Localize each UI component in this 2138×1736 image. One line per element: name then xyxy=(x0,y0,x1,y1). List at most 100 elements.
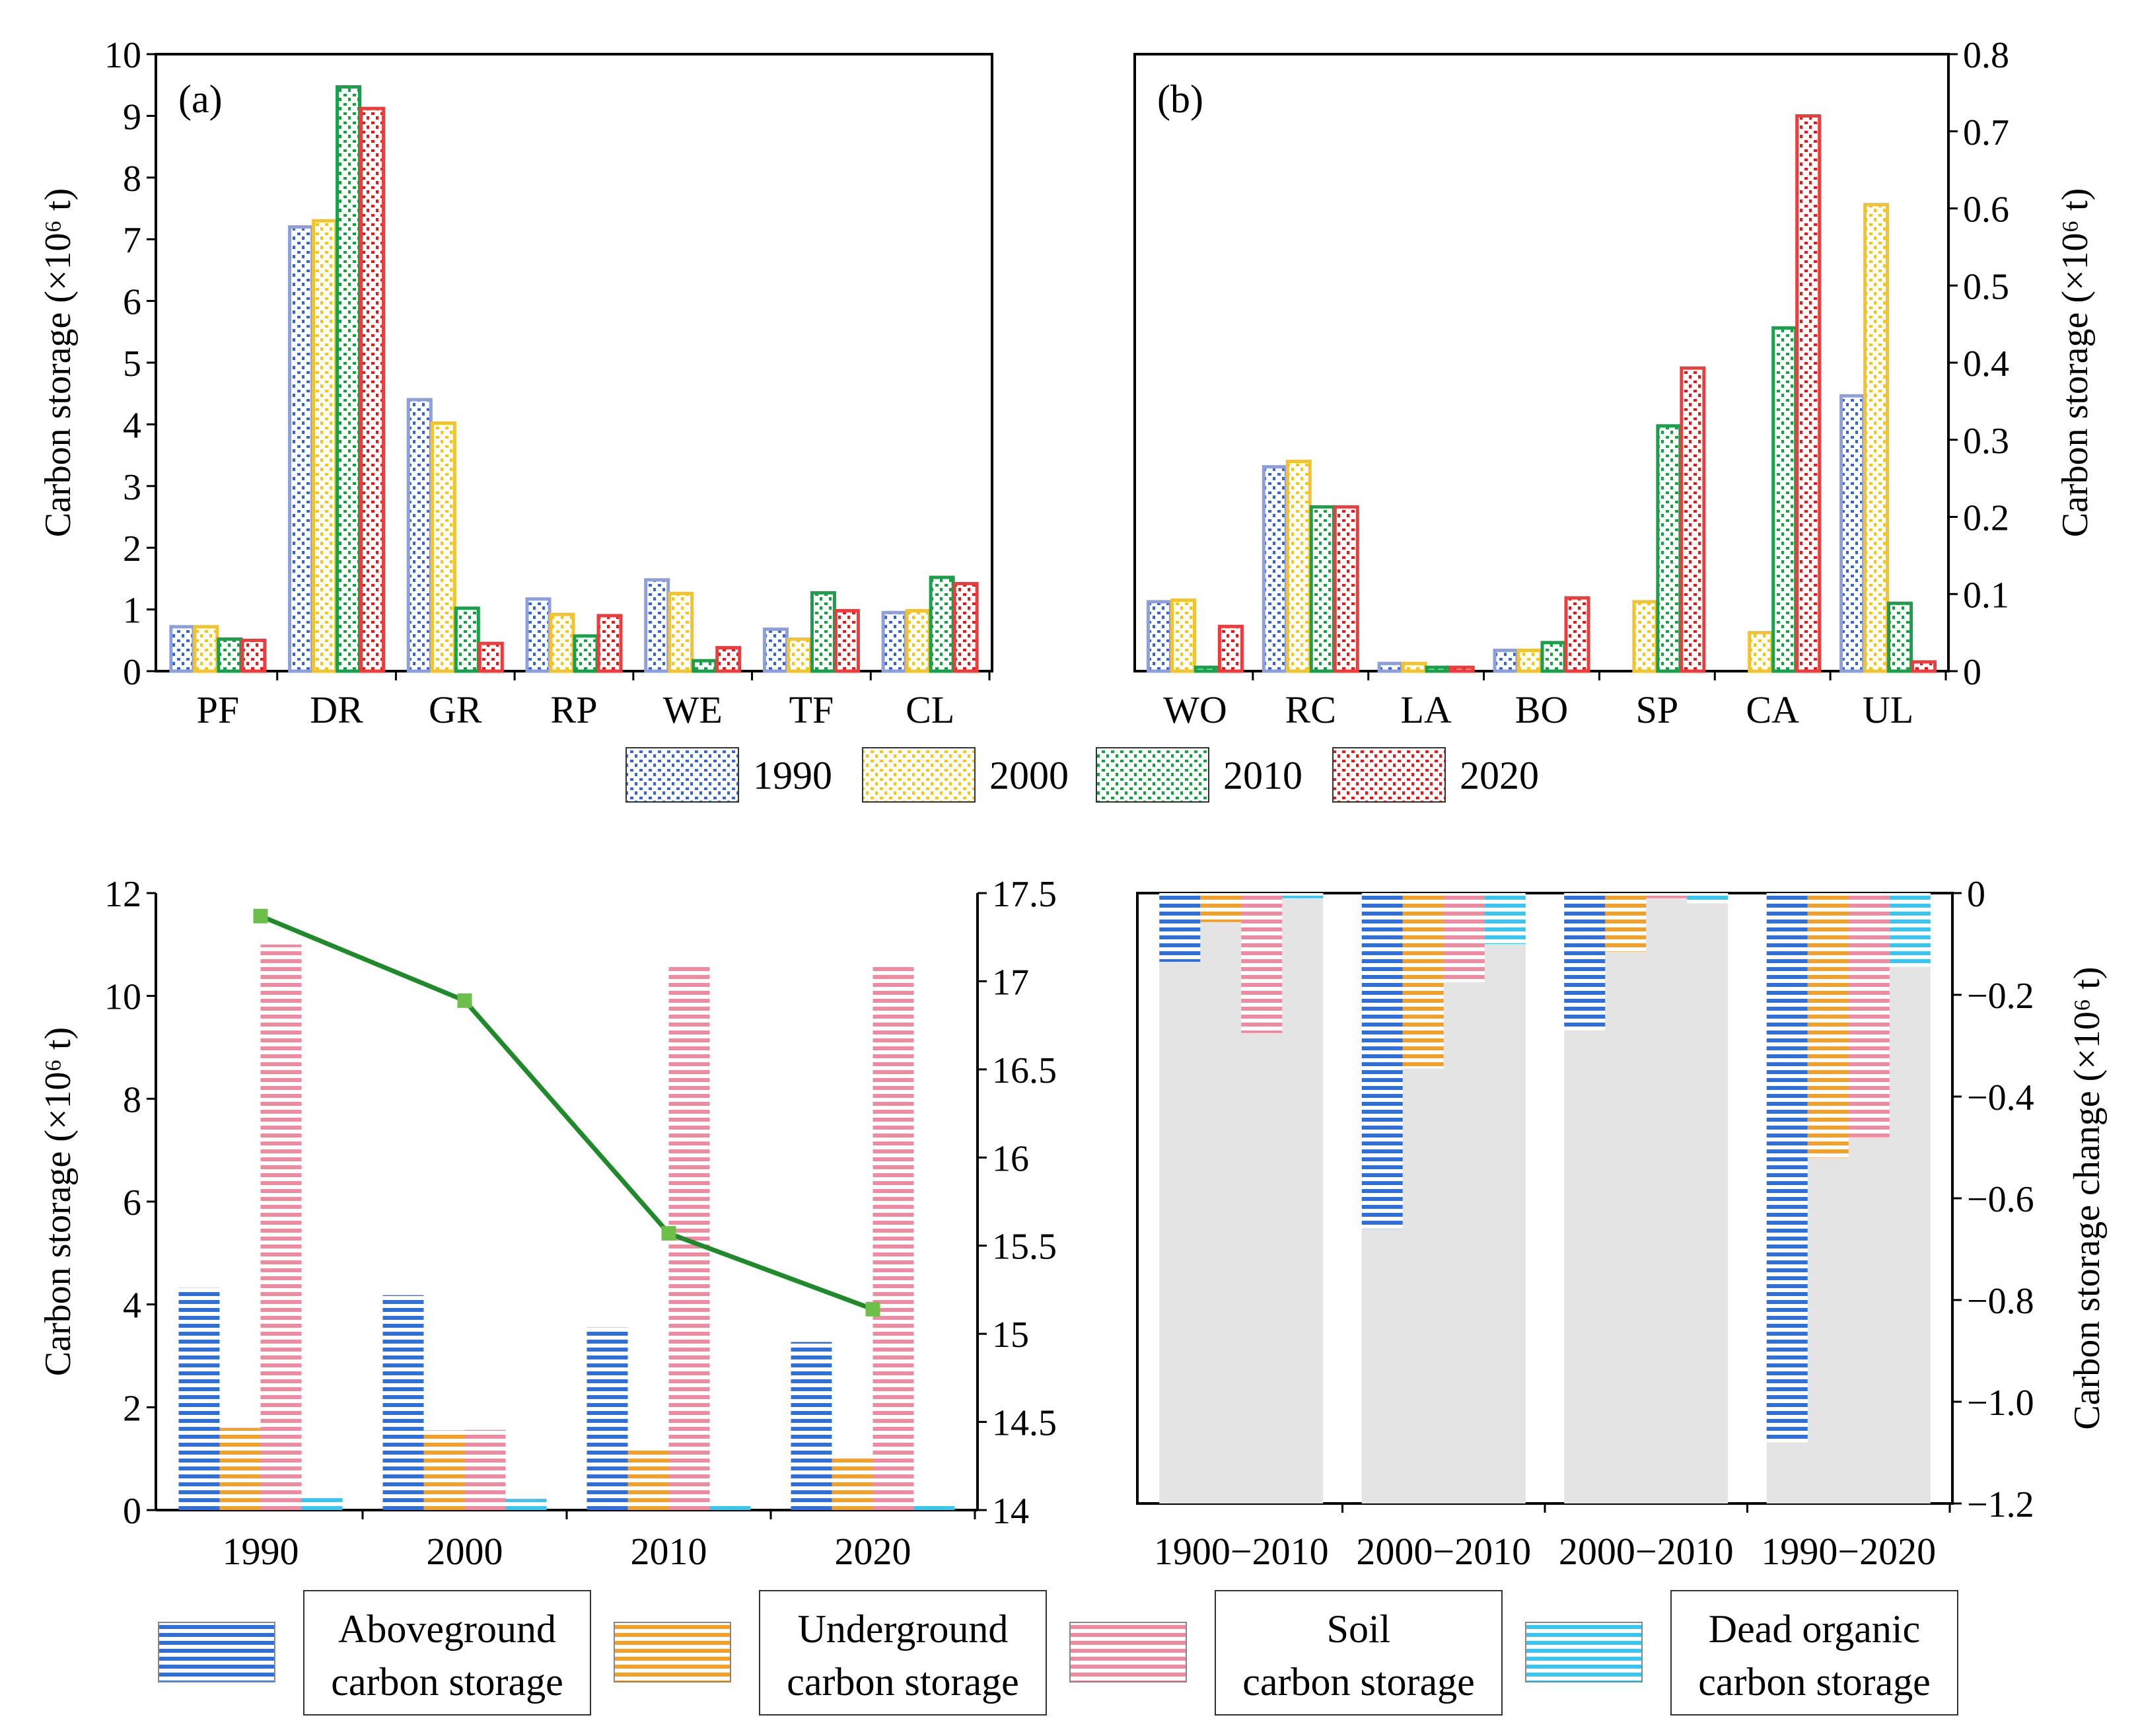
legend-box-dead-organic xyxy=(1670,1590,1958,1716)
panel-c-bar-2010-dead-organic-carbon-storage xyxy=(709,1505,751,1510)
panel-c-right-ytick-label: 15.5 xyxy=(992,1227,1057,1268)
panel-a-bar-tf-2010 xyxy=(810,591,836,673)
panel-b-bar-ul-2020 xyxy=(1911,660,1937,673)
panel-a-bar-gr-2010 xyxy=(454,606,480,673)
panel-b-bar-ul-2000 xyxy=(1863,203,1890,673)
panel-c-ytick-label: 12 xyxy=(104,874,141,915)
panel-c-ytick-label: 2 xyxy=(123,1388,141,1429)
panel-a-bar-cl-2020 xyxy=(952,581,979,673)
panel-d-ytick-label: −0.6 xyxy=(1967,1179,2034,1220)
panel-c-ytick-label: 10 xyxy=(104,977,141,1018)
panel-a-ytick-label: 6 xyxy=(123,282,141,323)
panel-a-category-gr: GR xyxy=(429,688,482,731)
year-legend: 1990 2000 2010 2020 xyxy=(625,747,1539,803)
panel-c-right-ytick-label: 17 xyxy=(992,962,1029,1003)
panel-b-ytick-label: 0.6 xyxy=(1963,190,2009,231)
panel-a-ytick-label: 8 xyxy=(123,159,141,199)
panel-a-ytick-label: 2 xyxy=(123,528,141,569)
legend-swatch-2010 xyxy=(1096,747,1209,803)
panel-b-bar-wo-2010 xyxy=(1194,665,1220,673)
panel-b-ytick-label: 0.3 xyxy=(1963,421,2009,462)
panel-c-right-ytick-label: 17.5 xyxy=(992,874,1057,915)
panel-b-bar-ca-2000 xyxy=(1748,631,1774,673)
panel-a-bar-dr-2020 xyxy=(359,106,386,673)
panel-a-bar-rp-2020 xyxy=(596,614,623,673)
panel-a-bar-we-2010 xyxy=(692,659,718,673)
panel-d-bar-3-dead-organic-carbon-storage xyxy=(1889,893,1931,967)
panel-a-bar-tf-1990 xyxy=(762,627,789,673)
panel-a-category-dr: DR xyxy=(310,688,363,731)
panel-b-bar-sp-2020 xyxy=(1680,366,1706,673)
panel-d-bar-3-aboveground-carbon-storage xyxy=(1766,893,1808,1443)
panel-d-bar-1-soil-carbon-storage xyxy=(1443,893,1485,982)
panel-a-bar-we-2020 xyxy=(715,646,742,673)
panel-b-bar-bo-2000 xyxy=(1516,648,1543,673)
panel-b-ytick-label: 0.1 xyxy=(1963,575,2009,616)
panel-a-bar-tf-2020 xyxy=(834,608,860,673)
panel-a-category-we: WE xyxy=(663,688,723,731)
panel-c-ytick-label: 8 xyxy=(123,1079,141,1120)
panel-d-category-label: 1900−2010 xyxy=(1154,1530,1329,1573)
panel-a-ytick-label: 10 xyxy=(104,35,141,76)
panel-d-ytick-label: 0 xyxy=(1967,874,1985,915)
panel-b-ytick-label: 0.2 xyxy=(1963,498,2009,539)
panel-b-label: (b) xyxy=(1157,77,1203,121)
panel-a-bar-we-1990 xyxy=(644,578,670,673)
panel-c-bar-2020-soil-carbon-storage xyxy=(873,966,914,1510)
panel-b-frame xyxy=(1133,53,1950,672)
panel-b-bar-ca-2020 xyxy=(1795,114,1822,673)
panel-a-category-pf: PF xyxy=(197,688,240,731)
panel-a-ytick-label: 5 xyxy=(123,344,141,384)
panel-b-ytick-label: 0 xyxy=(1963,652,1981,693)
legend-swatch-1990 xyxy=(625,747,739,803)
panel-b-ytick-label: 0.5 xyxy=(1963,266,2009,307)
legend-swatch-soil xyxy=(1069,1622,1187,1682)
legend-swatch-2000 xyxy=(862,747,976,803)
panel-a-bar-gr-2020 xyxy=(478,641,504,673)
panel-c-ylabel: Carbon storage (×10⁶ t) xyxy=(38,1027,79,1377)
panel-c-bar-2020-aboveground-carbon-storage xyxy=(791,1342,832,1510)
panel-c-right-ytick-label: 15 xyxy=(992,1315,1029,1356)
panel-d-category-label: 1990−2020 xyxy=(1761,1530,1936,1573)
panel-a-category-tf: TF xyxy=(789,688,834,731)
panel-a-bar-pf-1990 xyxy=(169,625,196,673)
legend-label-2020: 2020 xyxy=(1460,754,1539,797)
legend-box-aboveground xyxy=(303,1590,591,1716)
panel-a-bar-gr-2000 xyxy=(430,421,456,673)
panel-b-bar-rc-2020 xyxy=(1333,505,1359,673)
panel-b-bar-bo-2020 xyxy=(1564,596,1590,673)
panel-a-bar-cl-1990 xyxy=(881,610,908,673)
panel-b-ylabel: Carbon storage (×10⁶ t) xyxy=(2055,188,2096,538)
panel-b-bar-wo-2020 xyxy=(1217,624,1244,673)
panel-a-bar-dr-2000 xyxy=(312,219,338,673)
panel-b-category-sp: SP xyxy=(1636,688,1679,731)
panel-c-bar-2000-aboveground-carbon-storage xyxy=(382,1295,424,1510)
panel-b-bar-wo-2000 xyxy=(1170,598,1196,673)
panel-d-bar-0-dead-organic-carbon-storage xyxy=(1282,893,1324,898)
panel-a-bar-pf-2020 xyxy=(240,638,267,673)
panel-b-bar-rc-2010 xyxy=(1309,505,1336,673)
panel-b-ytick-label: 0.8 xyxy=(1963,35,2009,76)
panel-c-right-ytick-label: 16.5 xyxy=(992,1050,1057,1091)
panel-b-bar-la-2010 xyxy=(1425,665,1451,673)
legend-label-2000: 2000 xyxy=(989,754,1069,797)
panel-b-bar-wo-1990 xyxy=(1146,600,1172,673)
panel-d-ytick-label: −0.4 xyxy=(1967,1077,2034,1118)
legend-label-1990: 1990 xyxy=(753,754,832,797)
panel-d-bar-1-dead-organic-carbon-storage xyxy=(1484,893,1526,944)
panel-a-ytick-label: 4 xyxy=(123,405,141,446)
panel-b-category-la: LA xyxy=(1400,688,1451,731)
panel-d-ytick-label: −1.2 xyxy=(1967,1484,2034,1525)
panel-d-bar-2-dead-organic-carbon-storage xyxy=(1687,893,1728,904)
panel-a-category-rp: RP xyxy=(551,688,598,731)
panel-a-bar-gr-1990 xyxy=(406,398,433,673)
panel-a-bar-rp-1990 xyxy=(525,597,552,673)
legend-label-aboveground-line2: carbon storage xyxy=(331,1660,563,1704)
panel-a-ytick-label: 7 xyxy=(123,220,141,261)
panel-c-total-point-2010 xyxy=(661,1226,676,1241)
panel-a-ylabel: Carbon storage (×10⁶ t) xyxy=(38,188,79,538)
legend-label-aboveground-line1: Aboveground xyxy=(338,1607,556,1651)
panel-c-category-2000: 2000 xyxy=(427,1530,503,1573)
panel-b-bar-la-2020 xyxy=(1448,665,1475,673)
